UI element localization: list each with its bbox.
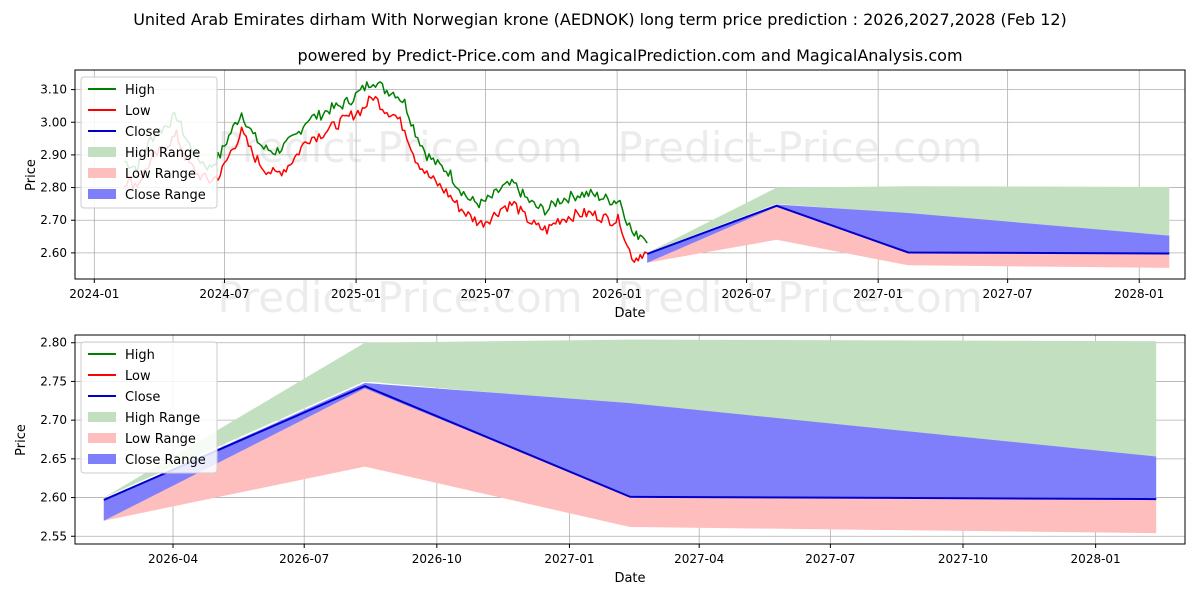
close-range-band: [103, 383, 1157, 521]
x-tick-label: 2026-01: [592, 287, 642, 301]
y-tick-label: 2.80: [40, 181, 67, 195]
axis-ticks: 2026-04 2026-07 2026-10 2027-01 2027-04 2027-…: [40, 336, 1120, 566]
legend-label: Close Range: [125, 188, 206, 203]
y-tick-label: 2.60: [40, 491, 67, 505]
y-tick-label: 2.60: [40, 246, 67, 260]
y-tick-label: 2.70: [40, 213, 67, 227]
legend-label: Close Range: [125, 453, 206, 468]
x-tick-label: 2026-10: [412, 552, 462, 566]
watermark-text: Predict-Price.com: [217, 273, 582, 322]
x-tick-label: 2025-07: [460, 287, 510, 301]
x-tick-label: 2027-07: [805, 552, 855, 566]
legend-label: High: [125, 83, 155, 98]
legend-patch-swatch: [88, 168, 116, 178]
history-forecast-panel: Predict-Price.com Predict-Price.com Pred…: [24, 69, 1186, 322]
legend: High Low Close High Range Low Range Close Ran…: [80, 341, 218, 474]
x-tick-label: 2027-07: [983, 287, 1033, 301]
legend-label: High: [125, 348, 155, 363]
y-tick-label: 2.55: [40, 529, 67, 543]
x-tick-label: 2027-04: [674, 552, 724, 566]
x-tick-label: 2024-01: [69, 287, 119, 301]
legend-patch-swatch: [88, 189, 116, 199]
legend-label: Low: [125, 104, 151, 119]
legend-label: High Range: [125, 146, 200, 161]
y-tick-label: 2.90: [40, 148, 67, 162]
y-axis-label: Price: [24, 159, 39, 191]
legend-label: Close: [125, 125, 160, 140]
y-tick-label: 2.65: [40, 452, 67, 466]
legend-patch-swatch: [88, 454, 116, 464]
chart-title: United Arab Emirates dirham With Norwegi…: [133, 10, 1067, 29]
legend-patch-swatch: [88, 412, 116, 422]
legend-label: High Range: [125, 411, 200, 426]
legend-patch-swatch: [88, 433, 116, 443]
watermark-text: Predict-Price.com: [617, 273, 982, 322]
high-range-band: [647, 186, 1170, 253]
y-tick-label: 3.10: [40, 83, 67, 97]
legend-label: Low: [125, 369, 151, 384]
series-lines: [103, 385, 1157, 501]
legend-label: Close: [125, 390, 160, 405]
axis-ticks: 2024-01 2024-07 2025-01 2025-07 2026-01 2026-…: [40, 83, 1164, 301]
legend-label: Low Range: [125, 432, 196, 447]
x-tick-label: 2024-07: [199, 287, 249, 301]
legend-label: Low Range: [125, 167, 196, 182]
close-forecast-line: [103, 385, 1157, 501]
legend: High Low Close High Range Low Range Close Ran…: [80, 76, 218, 209]
close-forecast-line: [646, 204, 1170, 255]
x-axis-label: Date: [614, 571, 645, 586]
watermark-text: Predict-Price.com: [217, 123, 582, 172]
y-tick-label: 2.75: [40, 374, 67, 388]
x-tick-label: 2028-01: [1071, 552, 1121, 566]
x-tick-label: 2026-07: [722, 287, 772, 301]
x-axis-label: Date: [614, 306, 645, 321]
low-range-band: [103, 386, 1157, 534]
x-tick-label: 2026-04: [148, 552, 198, 566]
plot-frame: [74, 334, 1186, 545]
chart-subtitle: powered by Predict-Price.com and Magical…: [297, 46, 962, 65]
x-tick-label: 2026-07: [279, 552, 329, 566]
range-fills: [647, 186, 1170, 268]
close-range-band: [647, 204, 1170, 263]
legend-patch-swatch: [88, 147, 116, 157]
high-range-band: [103, 339, 1157, 498]
plot-frame: [74, 69, 1186, 280]
x-tick-label: 2027-10: [938, 552, 988, 566]
x-tick-label: 2025-01: [331, 287, 381, 301]
range-fills: [103, 339, 1157, 534]
x-tick-label: 2028-01: [1114, 287, 1164, 301]
x-tick-label: 2027-01: [544, 552, 594, 566]
forecast-zoom-panel: Predict-Price.com Predict-Price.com 2026…: [14, 334, 1186, 586]
watermark-layer: Predict-Price.com Predict-Price.com Pred…: [217, 123, 982, 322]
low-range-band: [647, 205, 1170, 268]
y-axis-label: Price: [14, 424, 29, 456]
watermark-text: Predict-Price.com: [617, 123, 982, 172]
y-tick-label: 2.70: [40, 413, 67, 427]
y-tick-label: 2.80: [40, 336, 67, 350]
x-tick-label: 2027-01: [853, 287, 903, 301]
y-tick-label: 3.00: [40, 115, 67, 129]
